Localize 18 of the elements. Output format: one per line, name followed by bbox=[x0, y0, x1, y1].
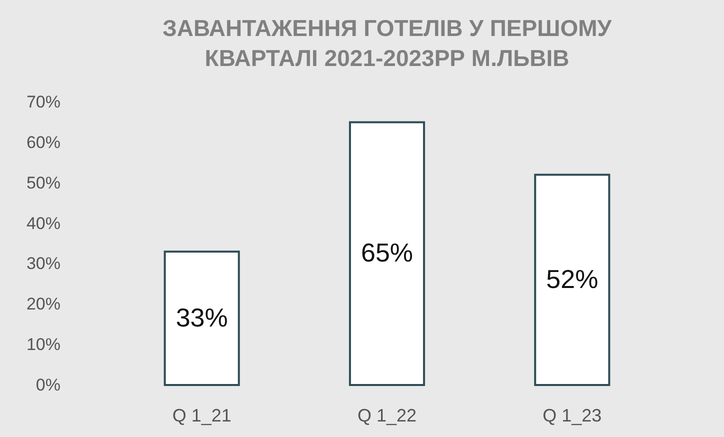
bar bbox=[164, 250, 240, 386]
y-tick-label: 0% bbox=[36, 376, 60, 394]
y-tick-label: 50% bbox=[26, 173, 60, 192]
x-tick-label: Q 1_22 bbox=[357, 406, 417, 426]
x-tick-label: Q 1_23 bbox=[542, 406, 602, 426]
x-tick-label: Q 1_21 bbox=[172, 406, 232, 426]
chart-title: ЗАВАНТАЖЕННЯ ГОТЕЛІВ У ПЕРШОМУ КВАРТАЛІ 2021-2023РР М.ЛЬВІВ bbox=[162, 15, 612, 71]
data-label: 65% bbox=[360, 238, 414, 268]
data-label: 33% bbox=[176, 302, 228, 332]
y-tick-label: 60% bbox=[26, 132, 60, 152]
data-label: 52% bbox=[546, 264, 598, 294]
bar bbox=[534, 174, 610, 386]
bar bbox=[348, 121, 426, 386]
y-tick-label: 30% bbox=[26, 254, 60, 274]
y-tick-label: 40% bbox=[26, 214, 60, 233]
y-tick-label: 10% bbox=[26, 335, 60, 354]
y-tick-label: 20% bbox=[26, 294, 60, 314]
y-tick-label: 70% bbox=[26, 92, 60, 112]
